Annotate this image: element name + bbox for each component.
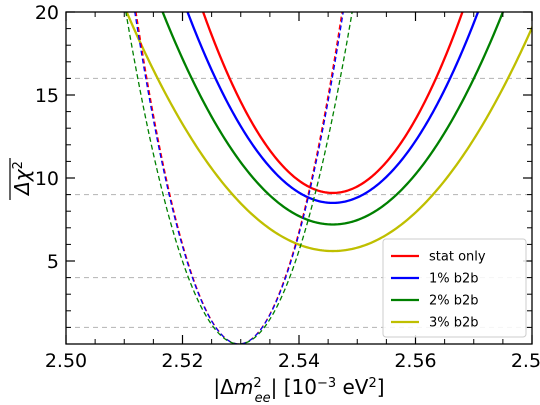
x-tick-label: 2.58 — [511, 350, 540, 372]
y-tick-label: 10 — [35, 168, 59, 190]
tick-labels: 2.50 2.52 2.54 2.56 2.58 5 10 15 20 — [35, 2, 540, 372]
curves — [125, 12, 532, 344]
series-line-stat-only — [201, 12, 464, 195]
series-line-dashed-5 — [134, 12, 344, 344]
y-tick-label: 5 — [47, 251, 59, 273]
legend-box — [382, 238, 527, 338]
y-tick-label: 15 — [35, 85, 59, 107]
x-tick-label: 2.50 — [45, 350, 87, 372]
series-line-2-b2b — [161, 12, 505, 226]
series-line-dashed-6 — [125, 12, 353, 344]
x-axis-label: |Δm2 ee| [10−3 eV2] — [213, 375, 384, 405]
legend-label: 1% b2b — [429, 272, 479, 287]
x-tick-label: 2.56 — [394, 350, 436, 372]
series-line-3-b2b — [125, 12, 532, 253]
y-tick-label: 20 — [35, 2, 59, 24]
legend-label: 3% b2b — [429, 316, 479, 331]
series-line-1-b2b — [186, 12, 480, 205]
legend-label: stat only — [429, 250, 486, 265]
x-tick-label: 2.54 — [278, 350, 320, 372]
legend-label: 2% b2b — [429, 294, 479, 309]
y-axis-label: Δχ2 — [9, 158, 34, 200]
svg-text:Δχ2: Δχ2 — [10, 161, 34, 197]
x-tick-label: 2.52 — [161, 350, 203, 372]
legend: stat only 1% b2b 2% b2b 3% b2b — [382, 238, 527, 338]
series-line-dashed-4 — [135, 12, 343, 344]
ticks — [65, 11, 533, 344]
